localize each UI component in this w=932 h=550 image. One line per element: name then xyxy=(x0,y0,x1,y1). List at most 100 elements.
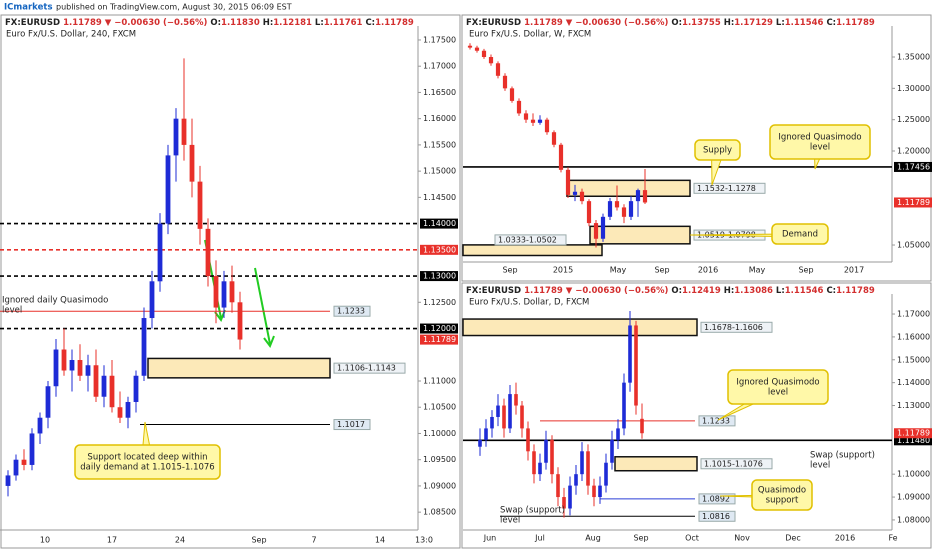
quote-label: C: xyxy=(826,18,836,28)
candle-body xyxy=(478,439,482,447)
y-tick-label: 1.30000 xyxy=(897,84,930,93)
candle-body xyxy=(157,223,163,282)
candle-body xyxy=(604,462,608,486)
price-tag-label: 1.11789 xyxy=(423,335,456,344)
x-tick-label: 2016 xyxy=(698,266,718,275)
candle-body xyxy=(544,439,548,463)
zone-tag xyxy=(494,234,567,246)
x-tick-label: Jun xyxy=(483,534,497,543)
quote-value: 1.11789 xyxy=(836,18,875,28)
y-tick-label: 1.10500 xyxy=(423,403,456,412)
candle-body xyxy=(586,201,592,224)
axis-tag-label: 1.13500 xyxy=(423,245,456,254)
candle-body xyxy=(13,459,19,476)
quote-value: 1.11761 xyxy=(324,18,363,28)
candle-body xyxy=(101,375,107,397)
axis-tag xyxy=(894,435,932,446)
candle-body xyxy=(628,201,634,217)
candle-body xyxy=(21,459,27,465)
quote-value: 1.12419 xyxy=(682,286,721,296)
panel-frame xyxy=(461,14,932,282)
level-tag-label: 1.0816 xyxy=(702,512,730,521)
candle-body xyxy=(544,119,550,133)
y-tick-label: 1.10000 xyxy=(897,470,930,479)
annotation-text: support xyxy=(766,496,799,506)
brand: ICmarkets xyxy=(4,3,53,13)
candle-body xyxy=(634,325,638,406)
candle-body xyxy=(467,45,473,48)
y-tick-label: 1.12500 xyxy=(423,298,456,307)
quote-value: 1.12181 xyxy=(273,18,312,28)
y-tick-label: 1.09000 xyxy=(423,481,456,490)
candle-body xyxy=(93,365,99,397)
candle-body xyxy=(621,207,627,217)
y-tick-label: 1.15000 xyxy=(423,167,456,176)
last-price: 1.11789 xyxy=(63,18,102,28)
zone xyxy=(566,179,691,198)
quote-value: 1.11546 xyxy=(785,18,824,28)
axis-tag-label: 1.11480 xyxy=(897,436,930,445)
y-tick-label: 1.11000 xyxy=(423,376,456,385)
callout xyxy=(694,139,741,161)
x-tick-label: 17 xyxy=(107,536,117,545)
annotation-text: level xyxy=(768,388,788,398)
candle-body xyxy=(572,191,578,195)
axis-tag-label: 1.14000 xyxy=(423,219,456,228)
quote-line: FX:EURUSD 1.11789 ▼ −0.00630 (−0.56%) O:… xyxy=(466,18,875,28)
quote-label: C: xyxy=(826,286,836,296)
candle-body xyxy=(640,418,644,434)
zone-label: 1.0333-1.0502 xyxy=(498,235,557,244)
candle-body xyxy=(586,451,590,486)
annotation-text: level xyxy=(2,306,22,316)
candle-body xyxy=(189,144,195,182)
change: ▼ −0.00630 (−0.56%) xyxy=(566,18,669,28)
candle-body xyxy=(53,349,59,387)
change: ▼ −0.00630 (−0.56%) xyxy=(105,18,208,28)
candle-body xyxy=(29,433,35,465)
annotation-text: Demand xyxy=(782,230,818,240)
candle-body xyxy=(526,428,530,452)
candle-body xyxy=(149,281,155,319)
level-tag-label: 1.1233 xyxy=(337,307,365,316)
x-tick-label: 10 xyxy=(40,536,50,545)
candle-body xyxy=(165,155,171,224)
candle-body xyxy=(508,394,512,429)
candle-body xyxy=(598,485,602,498)
quote-value: 1.17129 xyxy=(734,18,773,28)
candle-body xyxy=(77,360,83,376)
symbol: FX:EURUSD xyxy=(466,286,521,296)
candle-body xyxy=(530,119,536,123)
x-tick-label: Sep xyxy=(502,266,517,275)
y-tick-label: 1.15000 xyxy=(897,355,930,364)
quote-value: 1.11546 xyxy=(785,286,824,296)
chart-panel: FX:EURUSD 1.11789 ▼ −0.00630 (−0.56%) O:… xyxy=(462,286,932,543)
y-tick-label: 1.17000 xyxy=(423,62,456,71)
callout xyxy=(769,124,871,160)
x-tick-label: Dec xyxy=(785,534,800,543)
symbol: FX:EURUSD xyxy=(466,18,521,28)
x-tick-label: Sep xyxy=(251,536,266,545)
candle-body xyxy=(496,405,500,417)
x-tick-label: Fe xyxy=(888,534,897,543)
annotation-text: Quasimodo xyxy=(758,486,806,496)
panel-frame xyxy=(0,14,461,549)
axis-tag xyxy=(894,161,932,172)
x-tick-label: Sep xyxy=(654,266,669,275)
annotation-text: Support located deep within xyxy=(87,453,207,463)
axis-tag xyxy=(420,244,458,255)
quote-line: FX:EURUSD 1.11789 ▼ −0.00630 (−0.56%) O:… xyxy=(466,286,875,296)
quote-label: O: xyxy=(671,286,682,296)
zone-label: 1.1106-1.1143 xyxy=(337,364,396,373)
annotation-text: Ignored daily Quasimodo xyxy=(2,296,108,306)
candle-body xyxy=(495,63,501,76)
callout xyxy=(751,479,813,511)
candle-body xyxy=(213,276,219,308)
y-tick-label: 1.09500 xyxy=(423,455,456,464)
y-tick-label: 1.20000 xyxy=(897,147,930,156)
candle-body xyxy=(221,281,227,308)
candle-body xyxy=(607,201,613,217)
y-tick-label: 1.16000 xyxy=(423,114,456,123)
x-tick-label: 2016 xyxy=(835,534,855,543)
x-tick-label: 13:0 xyxy=(415,536,433,545)
